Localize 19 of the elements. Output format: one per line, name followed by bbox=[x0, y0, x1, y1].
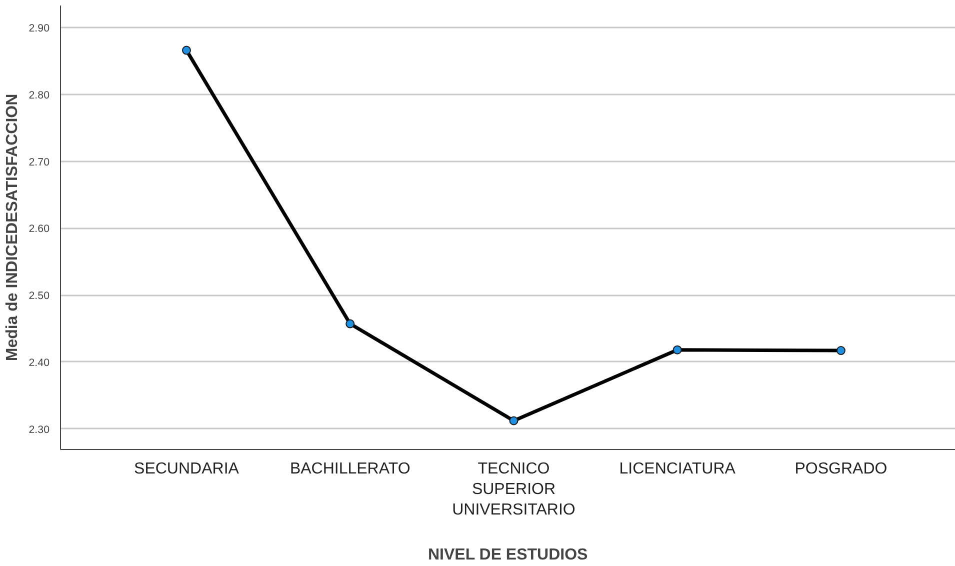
x-tick-label: BACHILLERATO bbox=[290, 460, 410, 478]
y-axis-title: Media de INDICEDESATISFACCION bbox=[4, 94, 21, 362]
y-tick-label: 2.60 bbox=[28, 223, 50, 236]
y-tick-label: 2.90 bbox=[28, 22, 50, 35]
y-tick-label: 2.70 bbox=[28, 156, 50, 168]
x-axis-title: NIVEL DE ESTUDIOS bbox=[428, 546, 588, 564]
point bbox=[672, 345, 682, 354]
point bbox=[346, 319, 355, 328]
y-tick-label: 2.30 bbox=[28, 424, 50, 436]
x-tick-label: SECUNDARIA bbox=[134, 460, 240, 478]
x-tick-label: TECNICO SUPERIOR UNIVERSITARIO bbox=[452, 460, 576, 518]
y-tick-label: 2.80 bbox=[28, 89, 50, 102]
y-tick-label: 2.50 bbox=[28, 290, 50, 302]
y-tick-label: 2.40 bbox=[28, 356, 50, 369]
x-tick-label: LICENCIATURA bbox=[619, 460, 736, 478]
point bbox=[182, 46, 191, 55]
x-tick-label: POSGRADO bbox=[794, 460, 888, 478]
point bbox=[836, 346, 846, 356]
point bbox=[509, 416, 518, 426]
